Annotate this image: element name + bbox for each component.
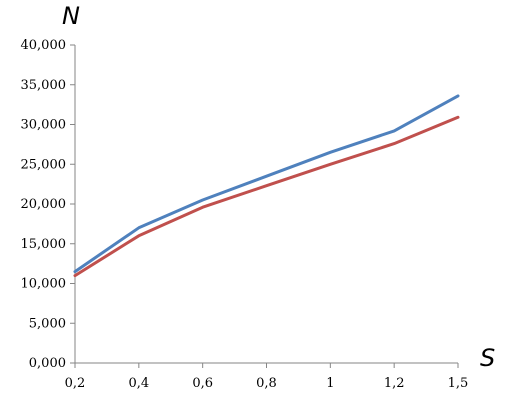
y-tick-label: 5,000	[29, 316, 66, 331]
x-axis-ticks: 0,2 0,4 0,6 0,8 1 1,2 1,5	[65, 363, 469, 391]
y-axis-ticks: 0,000 5,000 10,000 15,000 20,000 25,000 30,000…	[21, 38, 75, 371]
y-tick-label: 25,000	[21, 157, 67, 172]
y-tick-label: 0,000	[29, 356, 66, 371]
y-tick-label: 15,000	[21, 237, 67, 252]
x-tick-label: 0,2	[65, 376, 86, 391]
x-tick-label: 1,2	[384, 376, 405, 391]
x-axis-title: S	[480, 344, 495, 372]
series-lines	[73, 94, 460, 278]
series-line-2	[73, 115, 460, 278]
y-tick-label: 30,000	[21, 118, 67, 133]
x-tick-label: 1,5	[448, 376, 469, 391]
y-tick-label: 40,000	[21, 38, 67, 53]
y-tick-label: 10,000	[21, 277, 67, 292]
x-tick-label: 0,4	[128, 376, 149, 391]
series-line-1	[73, 94, 460, 274]
x-tick-label: 0,6	[192, 376, 213, 391]
y-tick-label: 35,000	[21, 78, 67, 93]
x-tick-label: 0,8	[256, 376, 277, 391]
y-tick-label: 20,000	[21, 197, 67, 212]
x-tick-label: 1	[326, 376, 334, 391]
y-axis-title: N	[62, 2, 80, 30]
